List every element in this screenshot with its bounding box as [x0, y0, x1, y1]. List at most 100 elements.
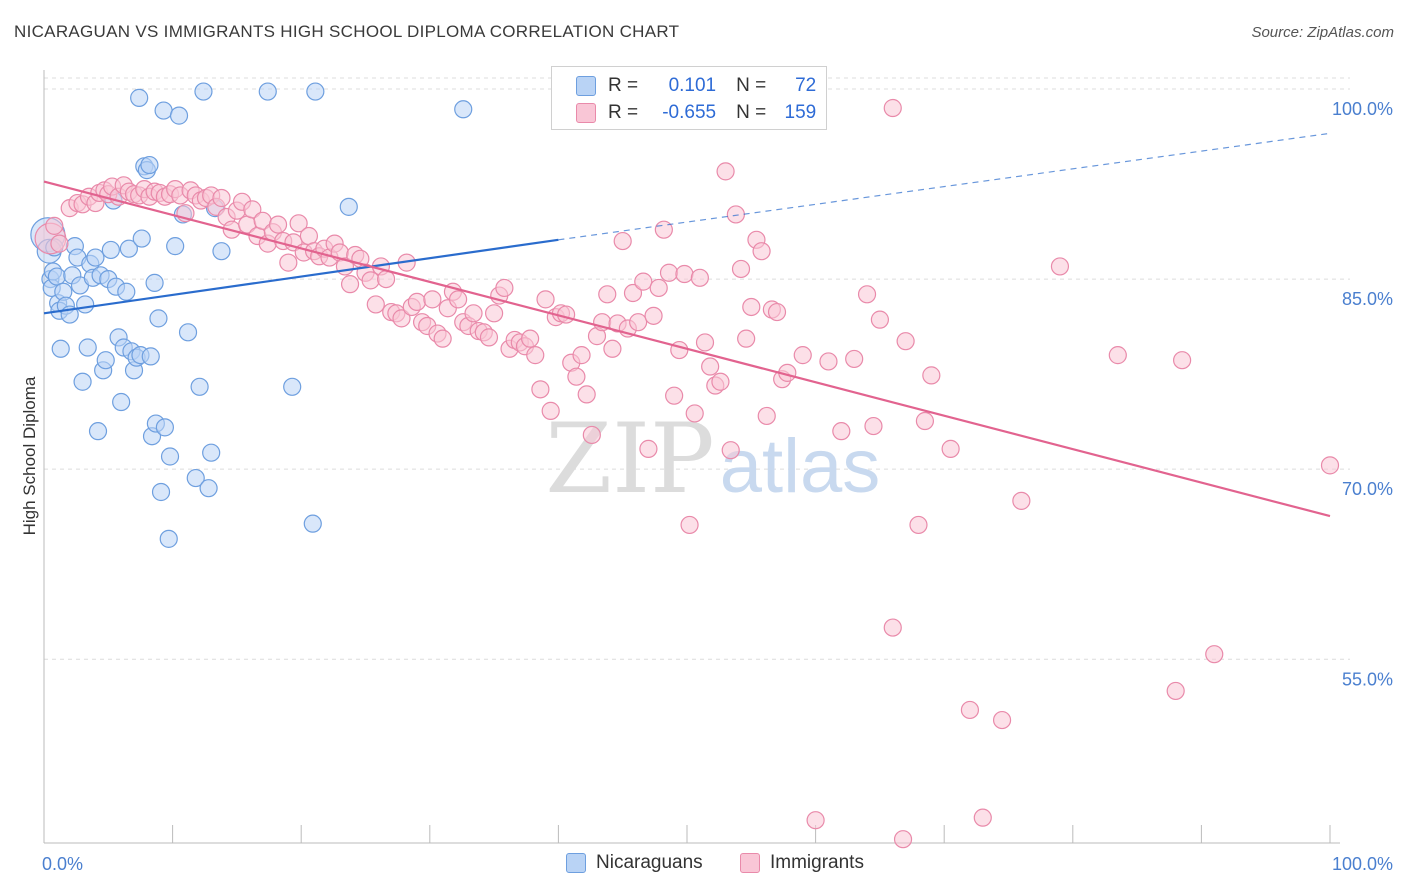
immigrant-point	[973, 808, 992, 827]
chart-title: NICARAGUAN VS IMMIGRANTS HIGH SCHOOL DIP…	[14, 22, 680, 41]
nicaraguan-point	[141, 347, 160, 366]
nicaraguan-point	[258, 82, 277, 101]
r-label: R =	[608, 75, 639, 96]
immigrant-point	[711, 372, 730, 391]
blue-swatch	[566, 853, 586, 873]
immigrant-point	[567, 367, 586, 386]
nicaraguan-point	[303, 514, 322, 533]
immigrant-point	[531, 380, 550, 399]
n-label: N =	[736, 102, 767, 123]
nicaraguan-point	[178, 323, 198, 342]
immigrant-point	[737, 329, 756, 348]
n-value: 72	[795, 75, 817, 96]
immigrant-point	[716, 162, 735, 181]
watermark-atlas: atlas	[720, 424, 881, 509]
immigrant-point	[598, 285, 617, 304]
immigrant-point	[526, 346, 545, 365]
immigrant-point	[832, 422, 851, 441]
immigrant-point	[883, 98, 902, 118]
immigrant-point	[644, 306, 663, 325]
immigrant-point	[857, 285, 877, 304]
nicaraguan-point	[88, 422, 108, 441]
blue-swatch	[576, 76, 596, 96]
y-tick-label: 55.0%	[1342, 669, 1393, 689]
nicaraguan-point	[132, 229, 151, 248]
immigrant-point	[279, 253, 298, 272]
pink-swatch	[576, 103, 596, 123]
immigrant-point	[1320, 456, 1340, 475]
immigrant-point	[896, 332, 915, 351]
immigrant-point	[1012, 491, 1031, 510]
r-value: -0.655	[662, 102, 717, 123]
immigrant-point	[50, 234, 69, 253]
tick-labels: 100.0% 85.0% 70.0% 55.0% 0.0% 100.0%	[42, 99, 1393, 874]
immigrant-point	[212, 188, 231, 208]
pink-swatch	[740, 853, 760, 873]
immigrant-point	[819, 352, 838, 371]
nicaraguan-point	[160, 447, 180, 466]
nicaraguan-point	[140, 155, 159, 175]
immigrant-point	[922, 366, 941, 385]
immigrant-point	[340, 275, 360, 294]
nicaraguan-point	[190, 377, 209, 396]
immigrant-point	[243, 200, 262, 219]
immigrant-point	[366, 295, 385, 314]
immigrant-point	[893, 830, 913, 849]
watermark: ZIP atlas	[545, 403, 880, 515]
immigrant-point	[521, 329, 540, 348]
immigrant-point	[536, 290, 555, 309]
immigrant-point	[992, 710, 1012, 730]
immigrant-point	[299, 226, 319, 246]
immigrant-point	[757, 406, 776, 426]
y-tick-label: 70.0%	[1342, 479, 1393, 499]
nicaraguan-point	[159, 529, 178, 548]
immigrant-point	[864, 416, 883, 436]
n-value: 159	[784, 102, 817, 123]
correlation-legend: R = 0.101 N = 72 R = -0.655 N = 159	[551, 66, 827, 130]
nicaraguan-point	[169, 106, 189, 125]
immigrant-point	[941, 439, 960, 458]
nicaraguans-trend-extension	[558, 132, 1331, 241]
legend-immigrants: Immigrants	[740, 852, 864, 874]
immigrant-point	[634, 272, 653, 291]
immigrant-point	[582, 425, 601, 445]
immigrant-point	[392, 309, 411, 328]
immigrant-point	[541, 401, 560, 420]
immigrant-point	[268, 215, 288, 234]
immigrant-point	[680, 515, 699, 535]
immigrant-point	[289, 214, 308, 233]
immigrants-trend-line	[43, 180, 1331, 518]
legend-label: Nicaraguans	[596, 852, 703, 873]
n-label: N =	[736, 75, 767, 96]
immigrant-point	[485, 304, 504, 323]
immigrant-point	[639, 439, 658, 458]
immigrant-point	[767, 302, 787, 322]
legend-label: Immigrants	[770, 852, 864, 873]
nicaraguan-point	[306, 82, 325, 101]
immigrant-point	[731, 259, 751, 279]
nicaraguan-point	[47, 267, 66, 286]
nicaraguan-point	[76, 295, 95, 314]
nicaraguan-point	[194, 82, 213, 101]
immigrant-point	[690, 268, 709, 287]
immigrant-point	[721, 441, 740, 460]
grid-lines	[44, 77, 1350, 660]
legend-row-nicaraguans: R = 0.101 N = 72	[576, 73, 816, 99]
nicaraguan-point	[154, 101, 173, 120]
immigrant-point	[423, 290, 442, 309]
immigrant-point	[870, 310, 890, 329]
immigrant-point	[572, 346, 591, 365]
nicaraguan-point	[119, 239, 138, 258]
nicaraguan-point	[199, 479, 218, 498]
trend-lines	[43, 132, 1331, 518]
immigrant-point	[464, 304, 483, 323]
immigrant-point	[495, 278, 514, 298]
nicaraguan-point	[454, 100, 473, 119]
immigrant-point	[1166, 681, 1185, 701]
nicaraguan-point	[130, 88, 149, 107]
immigrant-point	[793, 346, 812, 365]
immigrant-point	[695, 333, 715, 352]
nicaraguan-point	[145, 273, 164, 292]
x-tick-label: 0.0%	[42, 854, 83, 874]
